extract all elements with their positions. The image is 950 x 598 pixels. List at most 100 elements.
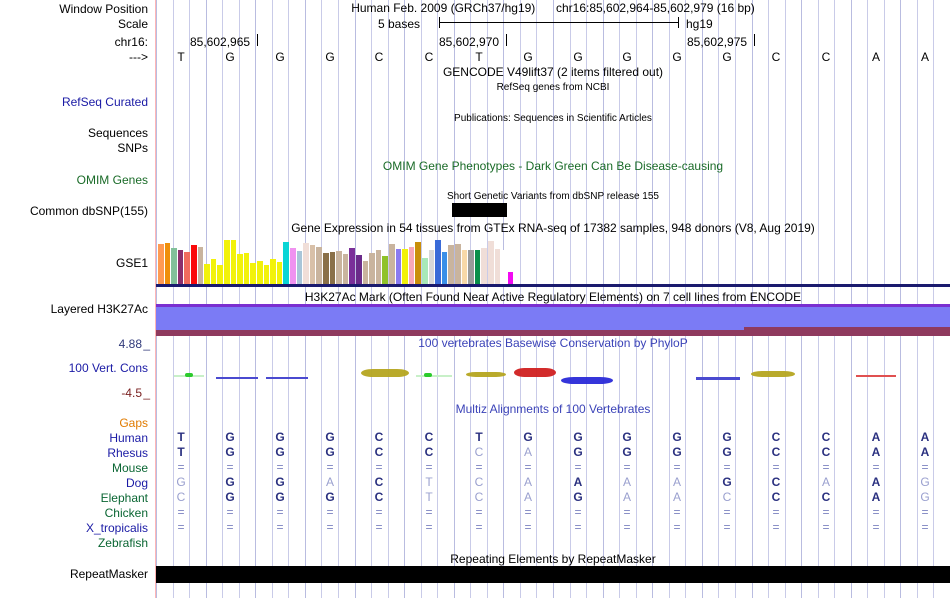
gtex-tissue-bar[interactable] — [164, 243, 171, 284]
gtex-tissue-bar[interactable] — [395, 249, 402, 284]
gtex-tissue-bar[interactable] — [494, 249, 501, 284]
label-species-dog[interactable]: Dog — [125, 476, 148, 490]
gtex-tissue-bar[interactable] — [461, 250, 468, 284]
gtex-tissue-bar[interactable] — [474, 250, 481, 284]
gtex-tissue-bar[interactable] — [224, 240, 230, 284]
gtex-tissue-bar[interactable] — [177, 250, 184, 284]
gtex-tissue-bar[interactable] — [257, 261, 263, 284]
phylop-conservation-feature[interactable] — [514, 368, 556, 377]
gtex-tissue-bar[interactable] — [415, 242, 421, 284]
gtex-tissue-bar[interactable] — [323, 253, 329, 284]
gtex-tissue-bar[interactable] — [336, 251, 342, 284]
gtex-tissue-bar[interactable] — [263, 265, 270, 284]
label-omim-genes[interactable]: OMIM Genes — [76, 173, 148, 187]
gtex-tissue-bar[interactable] — [382, 256, 388, 284]
phylop-conservation-feature[interactable] — [185, 373, 193, 377]
gtex-tissue-bar[interactable] — [375, 250, 382, 284]
label-species-elephant[interactable]: Elephant — [100, 491, 148, 505]
label-repeatmasker[interactable]: RepeatMasker — [69, 567, 148, 581]
phylop-conservation-feature[interactable] — [424, 373, 432, 377]
dbsnp-variant-feature[interactable] — [452, 203, 507, 217]
gtex-tissue-bar[interactable] — [455, 244, 461, 284]
gtex-tissue-bar[interactable] — [197, 247, 204, 284]
phylop-conservation-feature[interactable] — [696, 377, 740, 380]
gtex-tissue-bar[interactable] — [184, 252, 190, 284]
alignment-row[interactable]: = = = = = = = = = = = = = = = = — [156, 521, 950, 536]
gtex-tissue-bar[interactable] — [316, 247, 322, 284]
alignment-row[interactable]: = = = = = = = = = = = = = = = = — [156, 461, 950, 476]
gtex-tissue-bar[interactable] — [250, 263, 256, 284]
gtex-tissue-bar[interactable] — [441, 252, 448, 284]
gtex-tissue-bar[interactable] — [501, 250, 507, 284]
label-layered-h3k27ac[interactable]: Layered H3K27Ac — [50, 302, 148, 316]
label-species-chicken[interactable]: Chicken — [104, 506, 148, 520]
alignment-row[interactable]: = = = = = = = = = = = = = = = = — [156, 506, 950, 521]
gtex-tissue-bar[interactable] — [435, 240, 441, 284]
gtex-tissue-bar[interactable] — [481, 248, 487, 284]
label-snps[interactable]: SNPs — [117, 141, 148, 155]
gtex-tissue-bar[interactable] — [191, 245, 197, 284]
label-common-dbsnp[interactable]: Common dbSNP(155) — [29, 204, 148, 218]
label-refseq-curated[interactable]: RefSeq Curated — [61, 95, 148, 109]
gtex-tissue-bar[interactable] — [422, 258, 428, 284]
gtex-tissue-bar[interactable] — [210, 259, 217, 284]
gtex-tissue-bar[interactable] — [349, 248, 355, 284]
phylop-conservation-feature[interactable] — [561, 377, 613, 384]
label-species-mouse[interactable]: Mouse — [111, 461, 148, 475]
alignment-base: = — [326, 460, 334, 474]
label-species-x-tropicalis[interactable]: X_tropicalis — [85, 521, 148, 535]
gtex-tissue-bar[interactable] — [507, 272, 514, 284]
label-gaps[interactable]: Gaps — [119, 416, 148, 430]
gtex-tissue-bar[interactable] — [204, 264, 210, 284]
alignment-row[interactable] — [156, 536, 950, 551]
gtex-tissue-bar[interactable] — [488, 241, 494, 284]
label-sequences[interactable]: Sequences — [87, 126, 148, 140]
gtex-tissue-bar[interactable] — [290, 248, 296, 284]
label-species-rhesus[interactable]: Rhesus — [107, 446, 148, 460]
label-species-human[interactable]: Human — [109, 431, 148, 445]
repeatmasker-feature[interactable] — [156, 566, 950, 583]
gtex-tissue-bar[interactable] — [448, 245, 454, 284]
gtex-tissue-bar[interactable] — [389, 244, 395, 284]
gtex-tissue-bar[interactable] — [402, 249, 408, 284]
gtex-tissue-bar[interactable] — [243, 253, 250, 284]
gtex-tissue-bar[interactable] — [270, 259, 276, 284]
phylop-conservation-feature[interactable] — [751, 371, 795, 377]
gtex-tissue-bar[interactable] — [468, 250, 474, 284]
label-100-vert-cons[interactable]: 100 Vert. Cons — [68, 361, 148, 375]
phylop-conservation-feature[interactable] — [266, 377, 308, 379]
gtex-tissue-bar[interactable] — [230, 240, 237, 284]
label-species-zebrafish[interactable]: Zebrafish — [97, 536, 148, 550]
label-strand-arrow: ---> — [129, 50, 148, 64]
phylop-conservation-plot[interactable] — [156, 358, 950, 396]
gtex-tissue-bar[interactable] — [342, 254, 349, 284]
gtex-tissue-bar[interactable] — [217, 265, 223, 284]
gtex-tissue-bar[interactable] — [356, 255, 362, 284]
gtex-bar-chart[interactable] — [156, 240, 950, 287]
gtex-tissue-bar[interactable] — [309, 245, 316, 284]
gtex-tissue-bar[interactable] — [369, 253, 375, 284]
gtex-tissue-bar[interactable] — [428, 250, 435, 284]
phylop-conservation-feature[interactable] — [416, 375, 452, 377]
gtex-tissue-bar[interactable] — [237, 254, 243, 284]
gtex-tissue-bar[interactable] — [296, 251, 303, 284]
gtex-tissue-bar[interactable] — [408, 247, 415, 284]
phylop-conservation-feature[interactable] — [466, 372, 506, 377]
gtex-tissue-bar[interactable] — [171, 248, 177, 284]
phylop-conservation-feature[interactable] — [856, 375, 896, 377]
gencode-title: GENCODE V49lift37 (2 items filtered out) — [442, 65, 664, 79]
h3k27ac-signal[interactable] — [156, 304, 950, 336]
gtex-tissue-bar[interactable] — [276, 262, 283, 284]
label-gse1[interactable]: GSE1 — [115, 256, 148, 270]
phylop-conservation-feature[interactable] — [361, 369, 409, 377]
gtex-tissue-bar[interactable] — [303, 243, 309, 284]
gtex-tissue-bar[interactable] — [329, 252, 336, 284]
gtex-tissue-bar[interactable] — [158, 244, 164, 284]
phylop-conservation-feature[interactable] — [216, 377, 258, 379]
gtex-tissue-bar[interactable] — [362, 261, 369, 284]
gtex-tissue-bar[interactable] — [283, 242, 289, 284]
